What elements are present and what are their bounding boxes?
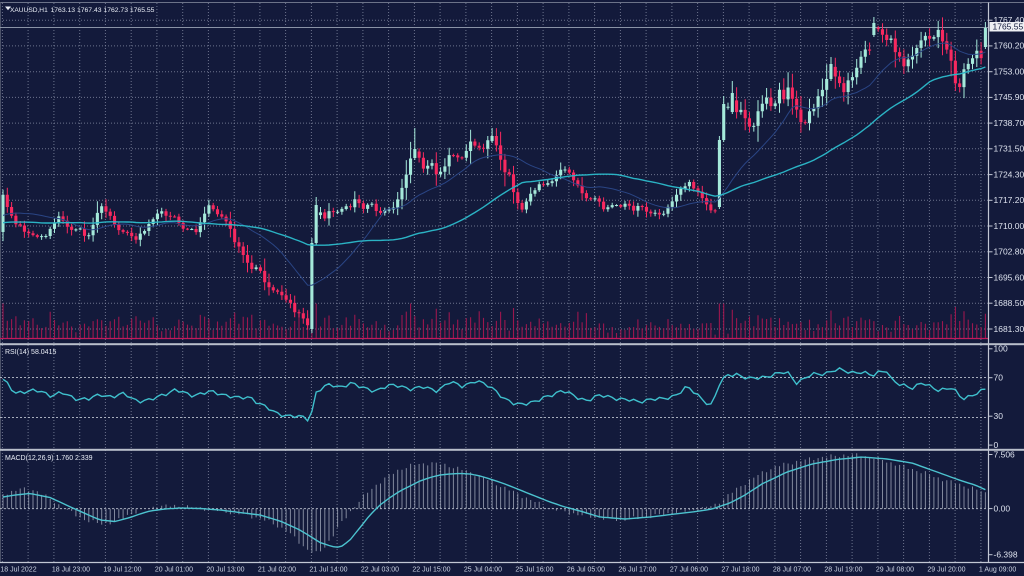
svg-text:25 Jul 04:00: 25 Jul 04:00	[464, 567, 502, 574]
svg-text:1765.55: 1765.55	[993, 22, 1024, 32]
svg-text:100: 100	[994, 344, 1008, 354]
svg-text:26 Jul 17:00: 26 Jul 17:00	[618, 567, 656, 574]
svg-text:1717.20: 1717.20	[994, 195, 1024, 205]
svg-text:22 Jul 15:00: 22 Jul 15:00	[412, 567, 450, 574]
svg-text:1681.30: 1681.30	[994, 324, 1024, 334]
svg-text:19 Jul 12:00: 19 Jul 12:00	[103, 567, 141, 574]
svg-text:1760.20: 1760.20	[994, 41, 1024, 51]
svg-text:0: 0	[994, 440, 999, 450]
svg-text:1731.50: 1731.50	[994, 144, 1024, 154]
svg-text:1 Aug 09:00: 1 Aug 09:00	[979, 567, 1016, 574]
svg-text:RSI(14) 58.0415: RSI(14) 58.0415	[5, 349, 56, 356]
svg-text:1688.50: 1688.50	[994, 298, 1024, 308]
svg-text:1710.00: 1710.00	[994, 221, 1024, 231]
svg-text:26 Jul 05:00: 26 Jul 05:00	[567, 567, 605, 574]
svg-text:1724.30: 1724.30	[994, 169, 1024, 179]
svg-text:18 Jul 23:00: 18 Jul 23:00	[52, 567, 90, 574]
svg-text:0.00: 0.00	[994, 503, 1011, 513]
svg-text:1702.80: 1702.80	[994, 247, 1024, 257]
svg-text:30: 30	[994, 411, 1004, 421]
svg-text:21 Jul 14:00: 21 Jul 14:00	[309, 567, 347, 574]
svg-text:18 Jul 2022: 18 Jul 2022	[0, 567, 36, 574]
svg-text:29 Jul 08:00: 29 Jul 08:00	[876, 567, 914, 574]
svg-text:20 Jul 01:00: 20 Jul 01:00	[155, 567, 193, 574]
svg-text:1767.40: 1767.40	[994, 15, 1024, 25]
svg-text:1695.60: 1695.60	[994, 272, 1024, 282]
svg-text:28 Jul 07:00: 28 Jul 07:00	[773, 567, 811, 574]
svg-text:1738.70: 1738.70	[994, 118, 1024, 128]
svg-text:25 Jul 16:00: 25 Jul 16:00	[515, 567, 553, 574]
svg-text:29 Jul 20:00: 29 Jul 20:00	[927, 567, 965, 574]
svg-text:27 Jul 18:00: 27 Jul 18:00	[721, 567, 759, 574]
svg-text:22 Jul 03:00: 22 Jul 03:00	[361, 567, 399, 574]
svg-text:27 Jul 06:00: 27 Jul 06:00	[670, 567, 708, 574]
svg-text:21 Jul 02:00: 21 Jul 02:00	[258, 567, 296, 574]
svg-text:70: 70	[994, 373, 1004, 383]
svg-text:20 Jul 13:00: 20 Jul 13:00	[206, 567, 244, 574]
svg-text:1753.00: 1753.00	[994, 67, 1024, 77]
svg-text:28 Jul 19:00: 28 Jul 19:00	[824, 567, 862, 574]
svg-text:1745.90: 1745.90	[994, 92, 1024, 102]
svg-text:7.506: 7.506	[994, 449, 1016, 459]
svg-text:MACD(12,26,9) 1.760 2.339: MACD(12,26,9) 1.760 2.339	[5, 455, 93, 462]
svg-text:1763.13 1767.43 1762.73 1765.5: 1763.13 1767.43 1762.73 1765.55	[51, 7, 155, 14]
svg-text:XAUUSD,H1: XAUUSD,H1	[10, 7, 48, 14]
svg-text:-6.398: -6.398	[994, 550, 1018, 560]
